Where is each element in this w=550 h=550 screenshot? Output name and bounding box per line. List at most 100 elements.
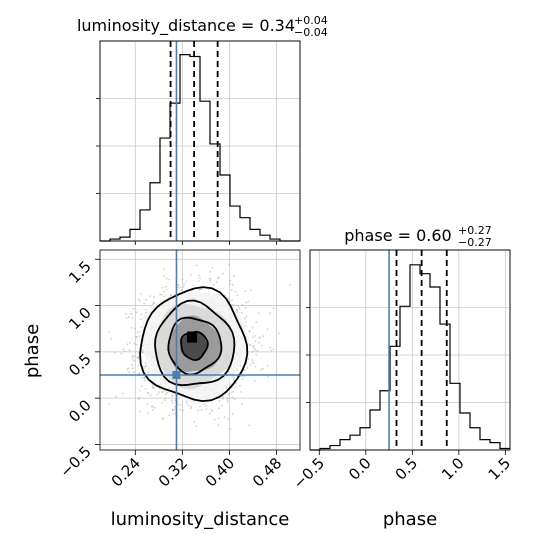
scatter-point [241,402,243,405]
scatter-point [130,313,133,315]
scatter-point [218,399,221,402]
scatter-point [174,399,177,401]
scatter-point [244,306,247,309]
scatter-point [233,275,235,278]
scatter-point [134,327,137,330]
scatter-point [177,286,179,289]
scatter-point [269,312,271,314]
joint-density-panel: 0.24 0.32 0.40 0.48 −0.5 0.0 0.5 1.0 1.5 [56,249,301,490]
scatter-point [165,285,168,288]
scatter-point [216,277,219,280]
scatter-point [153,406,156,409]
scatter-point [151,405,153,408]
scatter-point [137,357,140,360]
scatter-point [156,393,159,395]
scatter-point [168,414,171,417]
scatter-point [153,301,156,304]
scatter-point [214,418,216,421]
scatter-point [232,376,235,379]
scatter-point [235,382,237,384]
scatter-point [141,376,144,379]
scatter-point [247,300,250,303]
scatter-point [142,349,144,352]
joint-yticklabel-0: −0.5 [56,443,94,481]
scatter-point [139,330,141,333]
scatter-point [269,346,272,349]
scatter-point [160,293,163,296]
scatter-point [189,407,192,410]
scatter-point [122,348,125,351]
title-phase-upper: +0.27 [458,224,492,237]
contour-level-2 [154,299,236,387]
scatter-point [140,313,143,315]
scatter-point [239,385,242,387]
scatter-point [226,399,229,401]
scatter-point [197,280,200,282]
scatter-point [139,410,142,413]
scatter-point [171,395,174,398]
scatter-point [86,331,88,333]
scatter-point [222,272,224,275]
scatter-point [248,343,251,346]
scatter-point [251,326,254,329]
scatter-point [170,294,172,296]
scatter-point [151,408,154,411]
scatter-point [138,389,141,392]
scatter-point [234,290,237,293]
scatter-point [236,309,239,312]
joint-yticklabel-3: 1.0 [65,304,95,334]
scatter-point [193,420,196,423]
scatter-point [249,364,252,366]
scatter-point [270,349,273,352]
scatter-point [139,299,141,302]
scatter-point [159,387,161,390]
scatter-point [166,392,169,394]
scatter-point [190,405,193,408]
scatter-point [244,290,247,293]
joint-truth-marker [172,371,181,379]
scatter-point [253,379,256,382]
scatter-point [241,378,244,381]
scatter-point [198,288,201,291]
scatter-point [199,288,202,291]
scatter-point [222,396,225,398]
scatter-point [182,285,185,288]
scatter-point [177,403,180,406]
scatter-point [137,398,140,400]
scatter-point [215,281,218,284]
scatter-point [262,335,265,338]
scatter-point [146,392,149,394]
scatter-point [127,316,130,319]
scatter-point [135,335,138,338]
histogram-luminosity-distance [96,40,301,245]
scatter-point [243,375,246,378]
scatter-point [110,337,113,340]
scatter-point [254,365,257,368]
scatter-point [151,303,154,306]
scatter-point [289,283,291,286]
scatter-point [151,384,154,387]
scatter-point [231,396,234,399]
scatter-point [130,327,133,329]
scatter-point [169,294,172,297]
scatter-point [114,395,117,398]
scatter-point [152,386,155,389]
scatter-point [131,367,134,370]
scatter-point [258,336,261,339]
scatter-point [228,300,231,303]
scatter-point [138,335,141,337]
scatter-point [241,304,244,307]
scatter-point [235,309,238,311]
scatter-point [254,334,256,337]
joint-frame [99,249,301,451]
scatter-point [151,386,154,388]
scatter-point [152,302,155,305]
scatter-point [267,376,269,378]
scatter-point [209,278,212,280]
scatter-point [131,317,134,319]
scatter-point [230,391,233,394]
joint-xticklabel-0: 0.24 [108,454,144,490]
scatter-point [179,408,181,411]
scatter-point [143,376,146,379]
